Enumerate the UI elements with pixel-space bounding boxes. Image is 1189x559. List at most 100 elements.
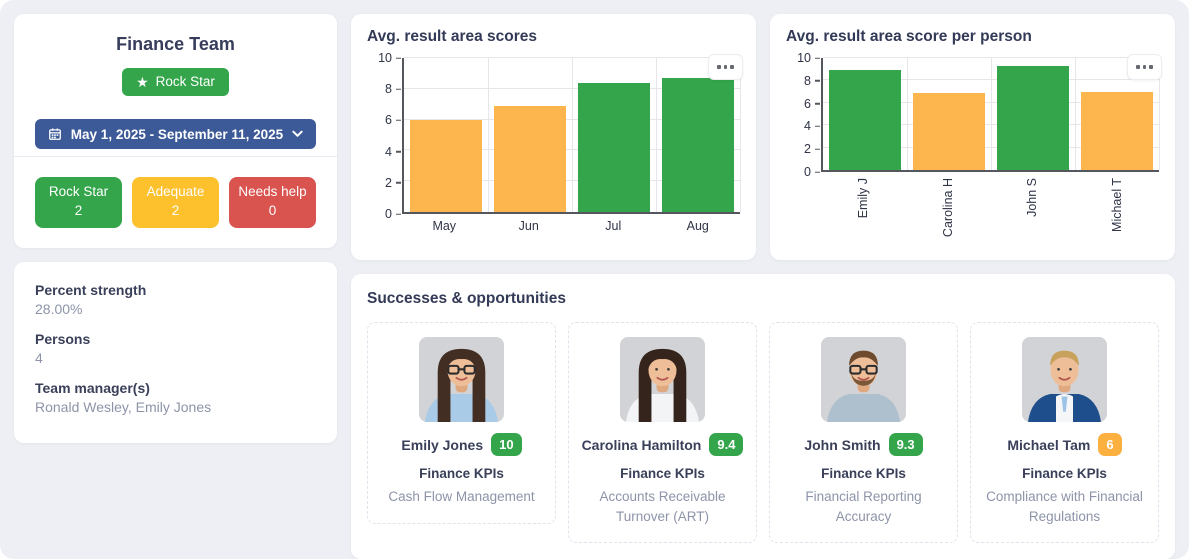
bar-michael-t bbox=[1080, 91, 1154, 170]
chevron-down-icon bbox=[292, 130, 303, 137]
person-kpi: Finance KPIs bbox=[1022, 466, 1107, 481]
y-tick-label: 8 bbox=[804, 73, 811, 88]
plot-area bbox=[402, 57, 741, 214]
counter-label: Rock Star bbox=[48, 184, 109, 199]
avg-result-area-scores-card: Avg. result area scores 0 2 4 6 8 10 May Jun Jul… bbox=[351, 14, 756, 260]
left-column: Finance Team ★ Rock Star bbox=[14, 14, 337, 545]
person-photo bbox=[821, 337, 906, 422]
person-card[interactable]: John Smith 9.3 Finance KPIs Financial Re… bbox=[769, 322, 958, 544]
y-tick-label: 2 bbox=[385, 175, 392, 190]
calendar-icon bbox=[48, 128, 61, 140]
counter-label: Needs help bbox=[238, 184, 307, 199]
avg-score-per-person-chart: 0 2 4 6 8 10 Emily J Carolina H John S Michael T bbox=[788, 51, 1160, 246]
team-status-badge: ★ Rock Star bbox=[122, 68, 229, 96]
successes-opportunities-card: Successes & opportunities Emily Jones 10… bbox=[351, 274, 1175, 559]
person-kpi: Finance KPIs bbox=[821, 466, 906, 481]
person-name: John Smith bbox=[804, 436, 881, 453]
right-column: Avg. result area scores 0 2 4 6 8 10 May Jun Jul… bbox=[351, 14, 1175, 559]
people-row: Emily Jones 10 Finance KPIs Cash Flow Ma… bbox=[367, 322, 1159, 544]
bar-john-s bbox=[996, 65, 1070, 170]
info-field-value: 28.00% bbox=[35, 301, 83, 317]
person-card[interactable]: Emily Jones 10 Finance KPIs Cash Flow Ma… bbox=[367, 322, 556, 524]
bar-aug bbox=[661, 78, 735, 212]
team-summary-card: Finance Team ★ Rock Star bbox=[14, 14, 337, 248]
x-category-label: Jul bbox=[605, 219, 622, 233]
x-category-label: Carolina H bbox=[940, 178, 955, 238]
info-field-value: 4 bbox=[35, 350, 43, 366]
y-tick-label: 6 bbox=[804, 96, 811, 111]
y-tick-label: 8 bbox=[385, 82, 392, 97]
ellipsis-icon bbox=[717, 65, 721, 69]
info-field-label: Persons bbox=[35, 331, 91, 347]
bar-emily-j bbox=[828, 70, 902, 170]
info-field: Persons 4 bbox=[35, 331, 316, 366]
team-info-fields: Percent strength 28.00% Persons 4 Team m… bbox=[35, 282, 316, 415]
x-axis: May Jun Jul Aug bbox=[402, 214, 740, 233]
info-field: Team manager(s) Ronald Wesley, Emily Jon… bbox=[35, 380, 316, 415]
status-counter: Adequate 2 bbox=[132, 177, 219, 228]
y-tick-label: 4 bbox=[385, 144, 392, 159]
y-tick-label: 2 bbox=[804, 142, 811, 157]
bar-jul bbox=[577, 82, 651, 212]
person-photo bbox=[1022, 337, 1107, 422]
x-category-label: John S bbox=[1025, 178, 1040, 217]
y-tick-label: 4 bbox=[804, 119, 811, 134]
person-name-row: Michael Tam 6 bbox=[981, 433, 1148, 456]
y-tick-label: 6 bbox=[385, 113, 392, 128]
y-tick-label: 0 bbox=[804, 165, 811, 179]
x-category-label: Jun bbox=[518, 219, 539, 233]
info-field-value: Ronald Wesley, Emily Jones bbox=[35, 399, 212, 415]
date-range-label: May 1, 2025 - September 11, 2025 bbox=[70, 126, 284, 142]
counter-value: 2 bbox=[171, 202, 180, 218]
plot-area bbox=[821, 57, 1160, 172]
person-name: Emily Jones bbox=[401, 436, 484, 453]
person-score-badge: 10 bbox=[491, 433, 522, 456]
x-category-label: May bbox=[432, 219, 457, 233]
ellipsis-icon bbox=[1136, 65, 1140, 69]
person-score-badge: 6 bbox=[1098, 433, 1122, 456]
person-card[interactable]: Michael Tam 6 Finance KPIs Compliance wi… bbox=[970, 322, 1159, 544]
bar-may bbox=[409, 119, 483, 212]
person-score-badge: 9.4 bbox=[709, 433, 744, 456]
person-result-area: Accounts Receivable Turnover (ART) bbox=[599, 489, 726, 524]
chart-title: Avg. result area score per person bbox=[786, 28, 1032, 45]
avg-score-per-person-card: Avg. result area score per person 0 2 4 6 8 1… bbox=[770, 14, 1175, 260]
y-tick-label: 0 bbox=[385, 207, 392, 221]
team-status-row: ★ Rock Star bbox=[35, 68, 316, 96]
y-axis: 0 2 4 6 8 10 bbox=[788, 51, 820, 179]
status-counters: Rock Star 2 Adequate 2 Needs help 0 bbox=[35, 177, 316, 228]
y-tick-label: 10 bbox=[797, 51, 811, 65]
bar-jun bbox=[493, 105, 567, 212]
date-range-picker[interactable]: May 1, 2025 - September 11, 2025 bbox=[34, 119, 317, 149]
x-category-label: Michael T bbox=[1109, 178, 1124, 232]
y-tick-label: 10 bbox=[378, 51, 392, 65]
person-photo bbox=[620, 337, 705, 422]
person-result-area: Financial Reporting Accuracy bbox=[805, 489, 922, 524]
x-category-label: Emily J bbox=[856, 178, 871, 219]
person-name-row: John Smith 9.3 bbox=[780, 433, 947, 456]
person-name: Michael Tam bbox=[1007, 436, 1091, 453]
successes-title: Successes & opportunities bbox=[367, 290, 566, 307]
chart-menu-button[interactable] bbox=[708, 54, 743, 80]
star-icon: ★ bbox=[136, 73, 149, 90]
person-photo bbox=[419, 337, 504, 422]
person-kpi: Finance KPIs bbox=[419, 466, 504, 481]
team-status-label: Rock Star bbox=[155, 74, 215, 89]
person-card[interactable]: Carolina Hamilton 9.4 Finance KPIs Accou… bbox=[568, 322, 757, 544]
info-field: Percent strength 28.00% bbox=[35, 282, 316, 317]
info-field-label: Team manager(s) bbox=[35, 380, 150, 396]
person-result-area: Cash Flow Management bbox=[388, 489, 535, 504]
team-title: Finance Team bbox=[116, 34, 235, 54]
counter-value: 2 bbox=[74, 202, 83, 218]
status-counter: Rock Star 2 bbox=[35, 177, 122, 228]
chart-menu-button[interactable] bbox=[1127, 54, 1162, 80]
counter-label: Adequate bbox=[146, 184, 205, 199]
x-category-label: Aug bbox=[686, 219, 709, 233]
person-kpi: Finance KPIs bbox=[620, 466, 705, 481]
person-name: Carolina Hamilton bbox=[581, 436, 702, 453]
person-result-area: Compliance with Financial Regulations bbox=[986, 489, 1143, 524]
avg-result-area-scores-chart: 0 2 4 6 8 10 May Jun Jul Aug bbox=[369, 51, 741, 233]
team-info-card: Percent strength 28.00% Persons 4 Team m… bbox=[14, 262, 337, 443]
y-axis: 0 2 4 6 8 10 bbox=[369, 51, 401, 221]
